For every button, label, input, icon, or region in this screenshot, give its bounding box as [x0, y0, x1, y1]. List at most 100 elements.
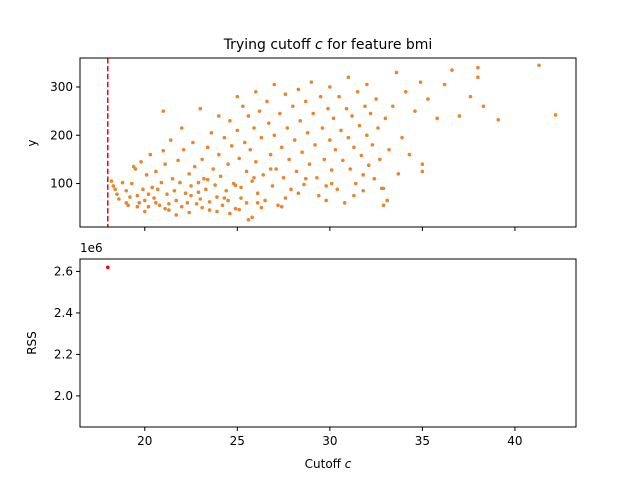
data-point	[130, 181, 134, 186]
data-point	[276, 203, 280, 208]
data-point	[128, 195, 132, 199]
data-point	[385, 198, 390, 203]
bottom-x-tick-label: 35	[415, 434, 430, 448]
data-point	[135, 193, 140, 198]
data-point	[215, 195, 219, 199]
top-y-ticks: 100 200 300	[50, 80, 80, 191]
data-point	[235, 128, 240, 133]
data-point	[248, 147, 253, 152]
top-y-tick-label: 200	[50, 128, 73, 142]
data-point	[268, 167, 273, 171]
data-point	[383, 116, 388, 121]
data-point	[215, 209, 219, 214]
data-point	[198, 106, 203, 111]
data-point	[198, 197, 203, 201]
data-point	[296, 87, 301, 92]
data-point	[117, 197, 121, 201]
data-point	[204, 187, 208, 192]
data-point	[283, 92, 288, 97]
data-point	[257, 109, 262, 113]
bottom-scatter-points	[105, 265, 110, 270]
data-point	[246, 114, 251, 118]
data-point	[154, 169, 158, 174]
data-point	[207, 200, 212, 204]
bottom-plot: 1e6 2.0 2.2 2.4 2.6 20 25 30 35 40 RSS Cutoff c	[25, 241, 577, 471]
data-point	[496, 118, 501, 122]
data-point	[154, 201, 158, 205]
top-plot: Trying cutoff c for feature bmi 100 200 30…	[25, 37, 577, 231]
data-point	[309, 80, 314, 84]
data-point	[196, 190, 201, 195]
data-point	[237, 156, 241, 161]
data-point	[274, 167, 278, 171]
data-point	[228, 118, 232, 123]
bottom-y-tick-label: 2.0	[54, 389, 73, 403]
data-point	[363, 104, 367, 109]
data-point	[381, 186, 386, 191]
data-point	[372, 176, 377, 181]
data-point	[192, 164, 197, 169]
data-point	[335, 187, 340, 192]
data-point	[189, 184, 193, 188]
data-point	[476, 65, 480, 70]
bottom-x-label: Cutoff c	[305, 457, 352, 471]
data-point	[390, 104, 395, 109]
data-point	[278, 111, 282, 116]
data-point	[339, 128, 343, 133]
data-point	[413, 109, 417, 113]
data-point	[294, 169, 299, 174]
data-point	[141, 187, 145, 192]
data-point	[109, 179, 114, 183]
data-point	[266, 121, 271, 125]
data-point	[246, 217, 251, 222]
data-point	[178, 180, 182, 185]
data-point	[420, 162, 425, 167]
data-point	[457, 114, 462, 118]
top-axes-frame	[79, 57, 577, 228]
data-point	[468, 94, 473, 99]
data-point	[315, 175, 319, 180]
data-point	[352, 145, 356, 150]
data-point	[396, 172, 401, 176]
data-point	[144, 173, 149, 177]
data-point	[263, 198, 267, 203]
data-point	[196, 180, 201, 185]
data-point	[344, 106, 349, 111]
data-point	[435, 116, 439, 121]
data-point	[152, 196, 156, 200]
data-point	[420, 169, 425, 174]
data-point	[281, 175, 286, 180]
top-y-tick-label: 100	[50, 177, 73, 191]
data-point	[146, 204, 151, 209]
data-point	[407, 152, 412, 157]
top-y-label: y	[25, 139, 39, 146]
data-point	[179, 204, 184, 209]
top-y-tick-label: 300	[50, 80, 73, 94]
data-point	[174, 213, 179, 217]
data-point	[135, 204, 140, 209]
data-point	[124, 201, 129, 205]
data-point	[450, 68, 454, 72]
data-point	[259, 205, 264, 210]
data-point	[159, 180, 164, 185]
bottom-y-label: RSS	[25, 331, 39, 355]
data-point	[207, 208, 212, 212]
data-point	[328, 85, 332, 89]
data-point	[148, 152, 153, 157]
data-point	[311, 111, 315, 116]
data-point	[220, 203, 225, 208]
data-point	[172, 188, 177, 193]
bottom-x-tick-label: 30	[322, 434, 337, 448]
data-point	[272, 133, 277, 138]
data-point	[374, 97, 378, 101]
data-point	[229, 144, 234, 148]
data-point	[333, 147, 338, 152]
data-point	[218, 174, 223, 179]
data-point	[233, 183, 238, 188]
data-point	[217, 114, 221, 118]
data-point	[366, 163, 371, 167]
data-point	[337, 94, 341, 99]
data-point	[242, 140, 247, 145]
bottom-x-tick-label: 25	[230, 434, 245, 448]
data-point	[200, 205, 204, 210]
